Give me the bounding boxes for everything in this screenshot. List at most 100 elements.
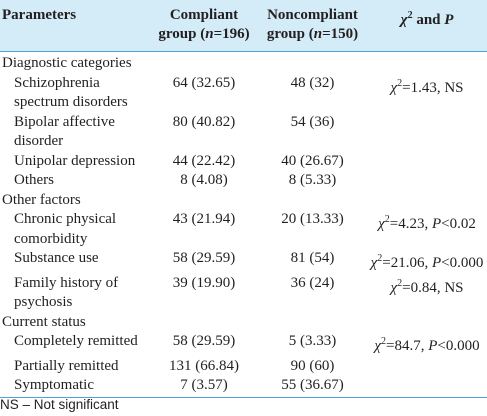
row-parameter-line: Schizophrenia bbox=[14, 74, 100, 91]
compliance-table: Parameters Compliant group (n=196) Nonco… bbox=[0, 0, 487, 397]
section-row: Other factors bbox=[0, 191, 487, 211]
row-noncompliant-value: 55 (36.67) bbox=[281, 377, 344, 393]
row-parameter-line: Chronic physical bbox=[14, 211, 117, 227]
row-chi-square bbox=[367, 376, 487, 397]
table-header: Parameters Compliant group (n=196) Nonco… bbox=[0, 0, 487, 52]
row-noncompliant-value: 8 (5.33) bbox=[288, 172, 337, 188]
row-noncompliant-value: 90 (60) bbox=[290, 357, 335, 374]
chi-symbol: χ bbox=[378, 216, 385, 232]
header-row: Parameters Compliant group (n=196) Nonco… bbox=[0, 0, 487, 52]
header-compliant: Compliant group (n=196) bbox=[150, 0, 258, 52]
row-compliant-value: 7 (3.57) bbox=[180, 377, 228, 393]
row-noncompliant-value: 48 (32) bbox=[290, 74, 335, 91]
chi-value: =0.84, NS bbox=[402, 279, 464, 296]
header-noncompliant-n: n bbox=[313, 26, 323, 42]
row-parameter-line: Family history of bbox=[14, 274, 119, 291]
row-parameter-line: Others bbox=[14, 172, 54, 188]
chi-superscript: 2 bbox=[397, 77, 403, 89]
row-noncompliant-value: 81 (54) bbox=[290, 250, 335, 266]
table-row: Others 8 (4.08) 8 (5.33) bbox=[0, 171, 487, 191]
row-compliant-value: 58 (29.59) bbox=[172, 250, 236, 266]
p-value: <0.02 bbox=[441, 216, 476, 232]
row-parameter-line: Completely remitted bbox=[14, 333, 138, 349]
row-noncompliant-value: 40 (26.67) bbox=[281, 152, 344, 169]
header-compliant-line2-post: =196) bbox=[213, 26, 250, 42]
chi-symbol: χ bbox=[370, 255, 378, 271]
chi-value: =84.7, bbox=[386, 338, 429, 354]
row-chi-square: χ2=0.84, NS bbox=[367, 274, 487, 313]
table-footnote: NS – Not significant bbox=[0, 397, 119, 412]
row-parameter: Bipolar affective disorder bbox=[0, 113, 150, 152]
row-parameter-line: psychosis bbox=[14, 294, 73, 310]
row-compliant-value: 80 (40.82) bbox=[172, 113, 236, 130]
section-title: Current status bbox=[2, 313, 86, 330]
row-parameter: Partially remitted bbox=[0, 357, 150, 377]
row-noncompliant-value: 5 (3.33) bbox=[288, 333, 337, 349]
row-parameter: Completely remitted bbox=[0, 332, 150, 357]
row-compliant-value: 58 (29.59) bbox=[172, 333, 236, 349]
table-body: Diagnostic categories Schizophrenia spectr… bbox=[0, 52, 487, 397]
row-compliant-value: 44 (22.42) bbox=[172, 152, 236, 169]
header-parameters-label: Parameters bbox=[2, 7, 77, 23]
row-compliant-value: 131 (66.84) bbox=[169, 357, 239, 374]
row-parameter: Unipolar depression bbox=[0, 152, 150, 172]
table-row: Completely remitted 58 (29.59) 5 (3.33) χ2=… bbox=[0, 332, 487, 357]
row-parameter: Schizophrenia spectrum disorders bbox=[0, 74, 150, 113]
chi-superscript: 2 bbox=[377, 253, 383, 264]
section-row: Current status bbox=[0, 313, 487, 333]
table-row: Unipolar depression 44 (22.42) 40 (26.67) bbox=[0, 152, 487, 172]
header-compliant-n: n bbox=[205, 26, 214, 42]
row-chi-square bbox=[367, 357, 487, 377]
p-symbol: P bbox=[428, 338, 438, 354]
row-compliant-value: 64 (32.65) bbox=[172, 74, 236, 91]
row-chi-square bbox=[367, 113, 487, 152]
data-table-container: Parameters Compliant group (n=196) Nonco… bbox=[0, 0, 487, 397]
table-row: Bipolar affective disorder 80 (40.82) 54 (3… bbox=[0, 113, 487, 152]
row-parameter-line: Partially remitted bbox=[14, 357, 119, 374]
chi-superscript: 2 bbox=[397, 277, 403, 289]
row-compliant-value: 43 (21.94) bbox=[172, 211, 236, 227]
section-title: Other factors bbox=[2, 191, 81, 208]
section-row: Diagnostic categories bbox=[0, 52, 487, 74]
row-chi-square: χ2=84.7, P<0.000 bbox=[367, 332, 487, 357]
header-noncompliant-line2-pre: group ( bbox=[266, 26, 314, 42]
chi-symbol: χ bbox=[374, 338, 381, 354]
table-row: Schizophrenia spectrum disorders 64 (32.65… bbox=[0, 74, 487, 113]
row-parameter-line: spectrum disorders bbox=[14, 94, 128, 110]
table-row: Chronic physical comorbidity 43 (21.94) 20 … bbox=[0, 210, 487, 249]
row-parameter-line: disorder bbox=[14, 133, 64, 149]
row-parameter: Family history of psychosis bbox=[0, 274, 150, 313]
p-value: <0.000 bbox=[437, 338, 480, 354]
row-parameter-line: Substance use bbox=[14, 250, 99, 266]
header-noncompliant-line2-post: =150) bbox=[322, 26, 359, 42]
p-symbol: P bbox=[431, 255, 442, 271]
row-chi-square: χ2=21.06, P<0.000 bbox=[367, 249, 487, 274]
row-parameter: Others bbox=[0, 171, 150, 191]
chi-symbol: χ bbox=[390, 79, 398, 96]
header-compliant-line2-pre: group ( bbox=[158, 26, 206, 42]
header-noncompliant: Noncompliant group (n=150) bbox=[258, 0, 367, 52]
p-value: <0.000 bbox=[441, 255, 484, 271]
row-noncompliant-value: 54 (36) bbox=[290, 113, 335, 130]
row-parameter: Symptomatic bbox=[0, 376, 150, 397]
row-parameter-line: Symptomatic bbox=[14, 377, 94, 393]
header-chi-symbol: χ bbox=[400, 12, 408, 28]
row-chi-square bbox=[367, 171, 487, 191]
row-parameter: Chronic physical comorbidity bbox=[0, 210, 150, 249]
header-noncompliant-line1: Noncompliant bbox=[267, 7, 358, 23]
header-chi-superscript: 2 bbox=[407, 10, 413, 21]
header-p-symbol: P bbox=[444, 12, 454, 28]
table-row: Family history of psychosis 39 (19.90) 36 (… bbox=[0, 274, 487, 313]
row-parameter-line: Unipolar depression bbox=[14, 152, 136, 169]
chi-superscript: 2 bbox=[381, 336, 386, 347]
chi-value: =21.06, bbox=[382, 255, 432, 271]
row-compliant-value: 8 (4.08) bbox=[180, 172, 228, 188]
table-row: Symptomatic 7 (3.57) 55 (36.67) bbox=[0, 376, 487, 397]
row-noncompliant-value: 36 (24) bbox=[290, 274, 335, 291]
table-row: Partially remitted 131 (66.84) 90 (60) bbox=[0, 357, 487, 377]
row-parameter: Substance use bbox=[0, 249, 150, 274]
header-parameters: Parameters bbox=[0, 0, 150, 52]
row-chi-square: χ2=4.23, P<0.02 bbox=[367, 210, 487, 249]
row-parameter-line: comorbidity bbox=[14, 230, 88, 247]
chi-superscript: 2 bbox=[384, 214, 390, 225]
